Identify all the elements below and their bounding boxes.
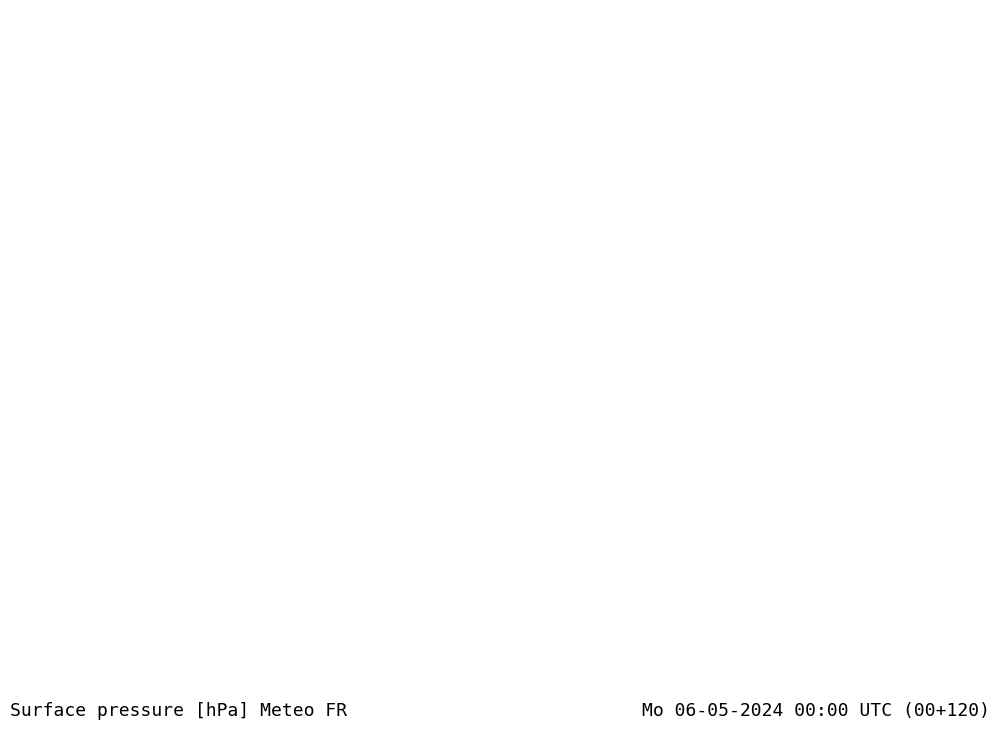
Text: Surface pressure [hPa] Meteo FR: Surface pressure [hPa] Meteo FR bbox=[10, 702, 347, 720]
Text: Mo 06-05-2024 00:00 UTC (00+120): Mo 06-05-2024 00:00 UTC (00+120) bbox=[642, 702, 990, 720]
